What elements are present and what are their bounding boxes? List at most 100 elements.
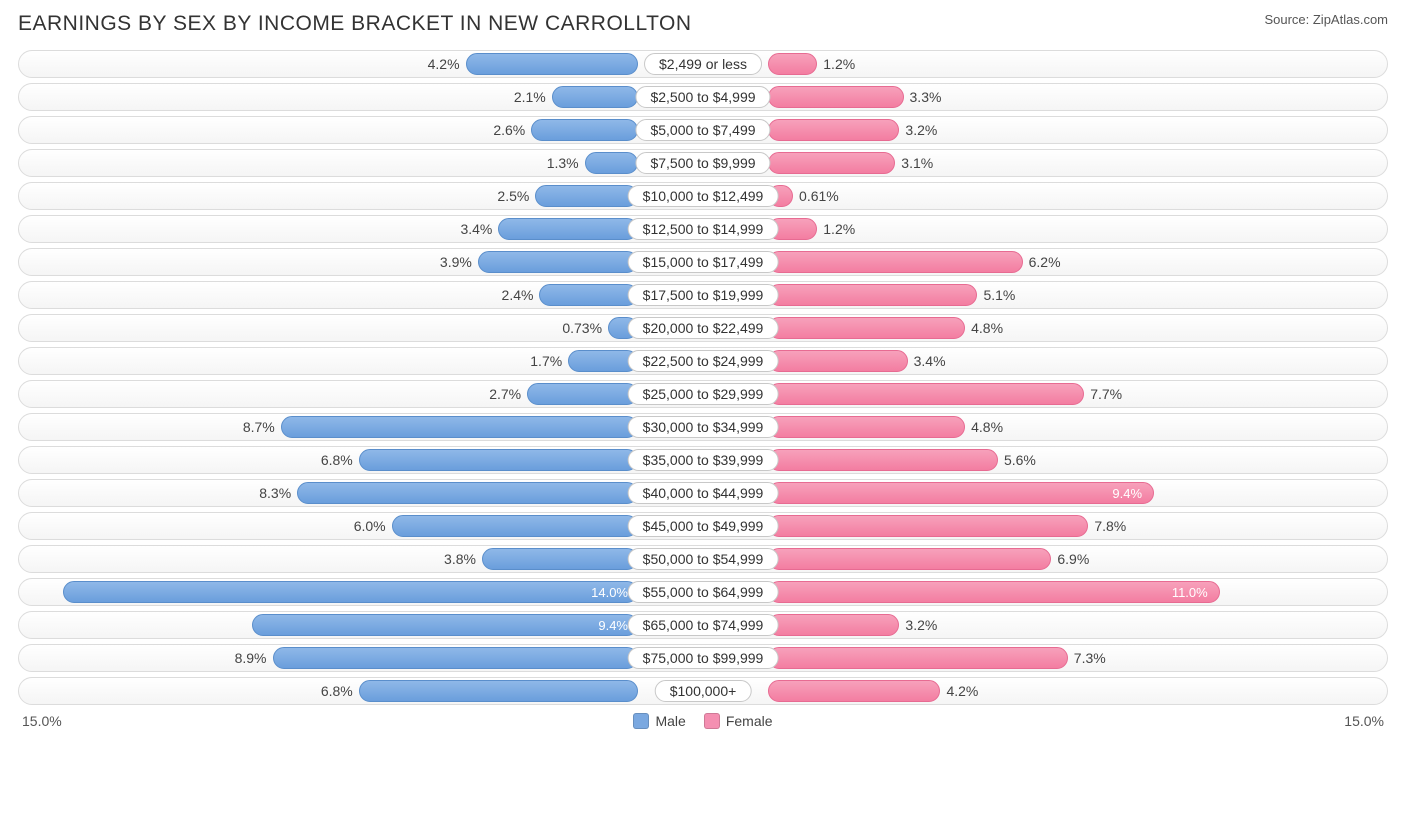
male-pct-label: 8.7%: [243, 416, 275, 438]
female-bar: [768, 647, 1068, 669]
male-half: 2.6%: [22, 119, 703, 141]
bracket-label: $17,500 to $19,999: [628, 284, 779, 306]
chart-row: 6.8%4.2%$100,000+: [18, 677, 1388, 705]
male-half: 9.4%: [22, 614, 703, 636]
female-bar: [768, 449, 998, 471]
female-half: 7.7%: [703, 383, 1384, 405]
legend-swatch: [633, 713, 649, 729]
female-bar: [768, 581, 1220, 603]
female-half: 1.2%: [703, 53, 1384, 75]
female-pct-label: 3.1%: [901, 152, 933, 174]
female-pct-label: 4.8%: [971, 317, 1003, 339]
female-half: 3.3%: [703, 86, 1384, 108]
male-half: 6.0%: [22, 515, 703, 537]
male-pct-label: 8.9%: [235, 647, 267, 669]
chart-row: 8.9%7.3%$75,000 to $99,999: [18, 644, 1388, 672]
female-bar: [768, 680, 940, 702]
male-half: 6.8%: [22, 449, 703, 471]
chart-row: 8.3% 9.4%$40,000 to $44,999: [18, 479, 1388, 507]
male-bar: [392, 515, 638, 537]
legend-swatch: [704, 713, 720, 729]
male-bar: [535, 185, 638, 207]
male-half: 8.3%: [22, 482, 703, 504]
legend-label: Female: [726, 713, 773, 729]
chart-title: EARNINGS BY SEX BY INCOME BRACKET IN NEW…: [18, 12, 692, 36]
male-half: 3.4%: [22, 218, 703, 240]
female-pct-label: 4.2%: [946, 680, 978, 702]
bracket-label: $25,000 to $29,999: [628, 383, 779, 405]
bracket-label: $22,500 to $24,999: [628, 350, 779, 372]
male-pct-label: 8.3%: [259, 482, 291, 504]
male-bar: [478, 251, 638, 273]
female-pct-label: 1.2%: [823, 53, 855, 75]
chart-row: 6.8% 5.6% $35,000 to $39,999: [18, 446, 1388, 474]
male-half: 2.5%: [22, 185, 703, 207]
bracket-label: $20,000 to $22,499: [628, 317, 779, 339]
bracket-label: $40,000 to $44,999: [628, 482, 779, 504]
female-pct-label: 3.2%: [905, 119, 937, 141]
male-half: 3.8%: [22, 548, 703, 570]
chart-row: 4.2%1.2%$2,499 or less: [18, 50, 1388, 78]
bracket-label: $35,000 to $39,999: [628, 449, 779, 471]
male-bar: [359, 680, 638, 702]
female-bar: [768, 614, 899, 636]
female-bar: [768, 152, 895, 174]
male-half: 0.73%: [22, 317, 703, 339]
male-half: 8.9%: [22, 647, 703, 669]
female-half: 6.2%: [703, 251, 1384, 273]
chart-row: 9.4% 3.2% $65,000 to $74,999: [18, 611, 1388, 639]
female-bar: [768, 482, 1154, 504]
female-pct-label: 6.2%: [1029, 251, 1061, 273]
bracket-label: $65,000 to $74,999: [628, 614, 779, 636]
male-pct-label: 6.8%: [321, 680, 353, 702]
female-pct-label: 3.2%: [905, 614, 937, 636]
chart-row: 8.7%4.8%$30,000 to $34,999: [18, 413, 1388, 441]
male-half: 1.3%: [22, 152, 703, 174]
male-half: 8.7%: [22, 416, 703, 438]
male-pct-label: 3.8%: [444, 548, 476, 570]
male-bar: [552, 86, 638, 108]
male-pct-label: 2.7%: [489, 383, 521, 405]
female-half: 3.4%: [703, 350, 1384, 372]
chart-row: 6.0%7.8%$45,000 to $49,999: [18, 512, 1388, 540]
chart-row: 2.4%5.1%$17,500 to $19,999: [18, 281, 1388, 309]
female-half: 11.0%: [703, 581, 1384, 603]
male-pct-label: 2.1%: [514, 86, 546, 108]
female-pct-label: 5.6%: [1004, 449, 1036, 471]
female-bar: [768, 416, 965, 438]
female-half: 1.2%: [703, 218, 1384, 240]
female-half: 9.4%: [703, 482, 1384, 504]
bracket-label: $10,000 to $12,499: [628, 185, 779, 207]
female-bar: [768, 350, 908, 372]
male-bar: [281, 416, 638, 438]
female-half: 3.2%: [703, 614, 1384, 636]
female-half: 5.6%: [703, 449, 1384, 471]
male-bar: [63, 581, 638, 603]
bracket-label: $15,000 to $17,499: [628, 251, 779, 273]
female-half: 4.8%: [703, 317, 1384, 339]
bracket-label: $2,500 to $4,999: [635, 86, 770, 108]
male-half: 2.1%: [22, 86, 703, 108]
male-pct-label: 4.2%: [428, 53, 460, 75]
bracket-label: $50,000 to $54,999: [628, 548, 779, 570]
male-pct-label: 6.0%: [354, 515, 386, 537]
bracket-label: $7,500 to $9,999: [635, 152, 770, 174]
male-half: 2.4%: [22, 284, 703, 306]
male-pct-label: 3.9%: [440, 251, 472, 273]
female-bar: [768, 317, 965, 339]
female-bar: [768, 251, 1023, 273]
female-half: 4.8%: [703, 416, 1384, 438]
female-bar: [768, 53, 817, 75]
chart-row: 2.6%3.2%$5,000 to $7,499: [18, 116, 1388, 144]
female-half: 4.2%: [703, 680, 1384, 702]
female-half: 5.1%: [703, 284, 1384, 306]
chart-row: 3.8%6.9%$50,000 to $54,999: [18, 545, 1388, 573]
axis-max-right: 15.0%: [1344, 713, 1384, 729]
bracket-label: $75,000 to $99,999: [628, 647, 779, 669]
legend-label: Male: [655, 713, 685, 729]
female-pct-label: 4.8%: [971, 416, 1003, 438]
male-pct-label: 0.73%: [562, 317, 602, 339]
male-pct-label: 1.3%: [547, 152, 579, 174]
female-half: 3.1%: [703, 152, 1384, 174]
male-half: 6.8%: [22, 680, 703, 702]
